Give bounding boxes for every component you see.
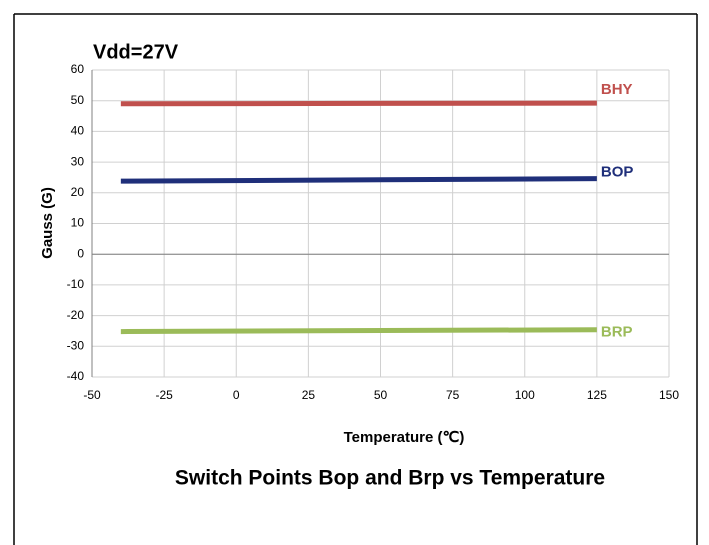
y-tick-label: 60: [71, 62, 85, 76]
series-line: [120, 176, 597, 184]
y-tick-label: 20: [71, 185, 85, 199]
x-tick-label: 0: [233, 388, 240, 402]
series-label: BRP: [601, 324, 633, 341]
y-tick-label: 10: [71, 216, 85, 230]
x-tick-label: 50: [374, 388, 388, 402]
y-axis-label: Gauss (G): [39, 187, 56, 259]
x-tick-label: -50: [83, 388, 101, 402]
y-tick-label: -10: [67, 277, 85, 291]
y-tick-label: 0: [77, 246, 84, 260]
series-label: BOP: [601, 164, 634, 181]
series-label: BHY: [601, 81, 633, 98]
series-line: [120, 327, 597, 335]
y-tick-label: 30: [71, 154, 85, 168]
x-tick-label: 25: [302, 388, 316, 402]
x-axis-label: Temperature (℃): [344, 429, 465, 446]
y-tick-label: -40: [67, 369, 85, 383]
x-tick-label: 125: [587, 388, 607, 402]
x-tick-label: 75: [446, 388, 460, 402]
y-tick-label: 50: [71, 93, 85, 107]
x-tick-label: -25: [155, 388, 173, 402]
caption: Switch Points Bop and Brp vs Temperature: [175, 467, 605, 490]
x-tick-label: 100: [515, 388, 535, 402]
y-tick-label: 40: [71, 124, 85, 138]
y-tick-label: -20: [67, 308, 85, 322]
chart-title: Vdd=27V: [93, 41, 179, 63]
x-tick-label: 150: [659, 388, 679, 402]
y-tick-label: -30: [67, 338, 85, 352]
series-line: [120, 100, 597, 107]
